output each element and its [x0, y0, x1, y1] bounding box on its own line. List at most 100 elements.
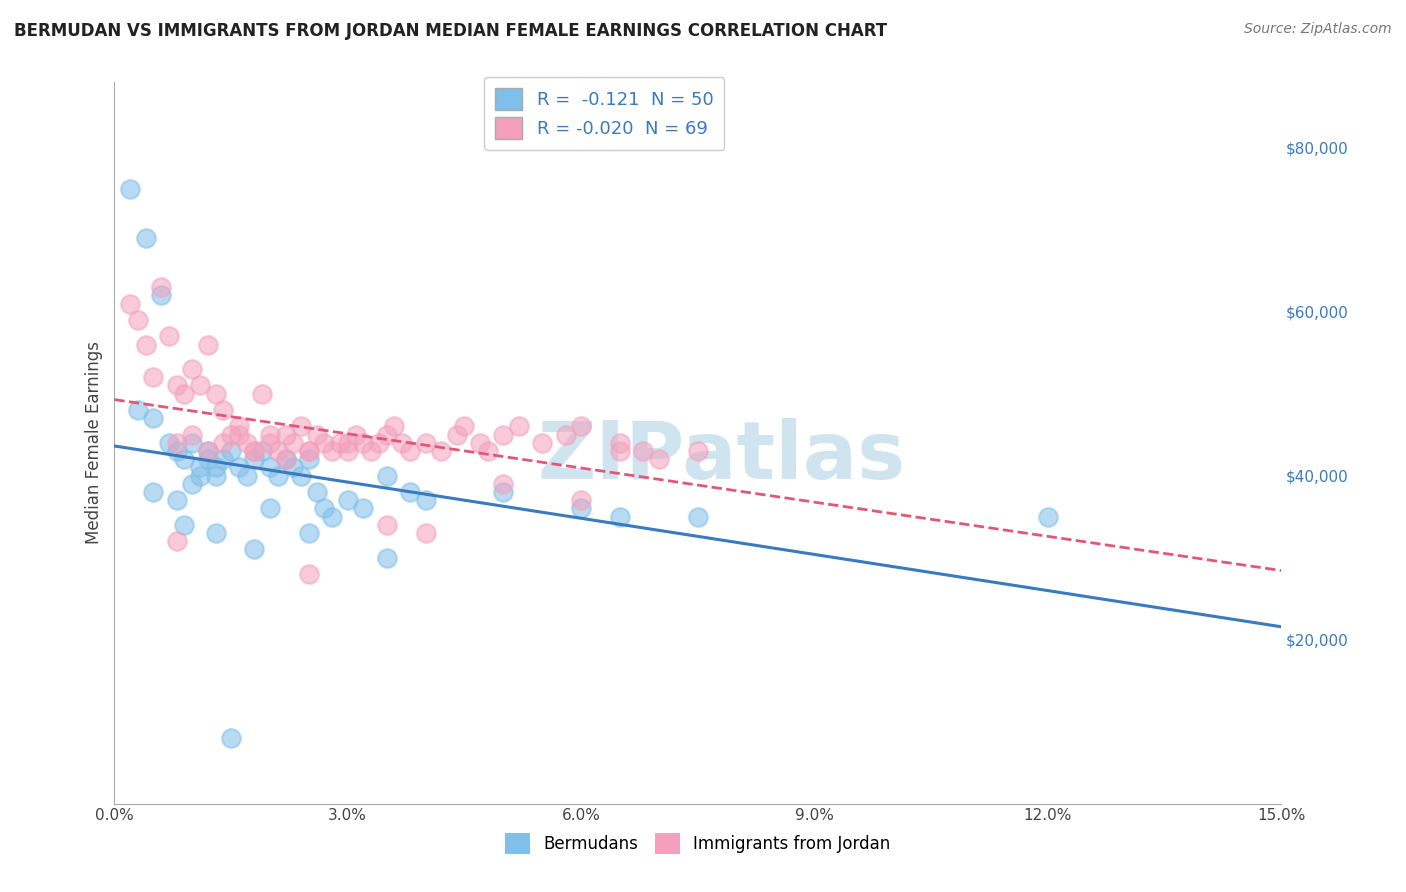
Point: [492, 485, 515, 500]
Point: [336, 493, 359, 508]
Point: [166, 493, 188, 508]
Point: [446, 427, 468, 442]
Point: [197, 337, 219, 351]
Point: [648, 452, 671, 467]
Point: [367, 436, 389, 450]
Point: [283, 460, 305, 475]
Point: [399, 485, 422, 500]
Point: [399, 444, 422, 458]
Point: [298, 444, 321, 458]
Y-axis label: Median Female Earnings: Median Female Earnings: [86, 342, 103, 544]
Point: [173, 386, 195, 401]
Point: [267, 444, 290, 458]
Point: [298, 526, 321, 541]
Text: ZIPatlas: ZIPatlas: [537, 418, 905, 496]
Point: [305, 427, 328, 442]
Point: [686, 509, 709, 524]
Point: [243, 444, 266, 458]
Point: [298, 567, 321, 582]
Point: [228, 460, 250, 475]
Point: [298, 452, 321, 467]
Point: [554, 427, 576, 442]
Point: [686, 444, 709, 458]
Point: [283, 436, 305, 450]
Point: [243, 542, 266, 557]
Point: [243, 452, 266, 467]
Point: [166, 444, 188, 458]
Point: [150, 288, 173, 302]
Point: [430, 444, 453, 458]
Point: [142, 370, 165, 384]
Point: [135, 231, 157, 245]
Text: Source: ZipAtlas.com: Source: ZipAtlas.com: [1244, 22, 1392, 37]
Point: [204, 386, 226, 401]
Point: [157, 436, 180, 450]
Point: [305, 485, 328, 500]
Point: [321, 509, 343, 524]
Point: [173, 517, 195, 532]
Point: [290, 468, 312, 483]
Point: [259, 436, 281, 450]
Point: [453, 419, 475, 434]
Point: [181, 427, 204, 442]
Point: [492, 427, 515, 442]
Point: [235, 436, 257, 450]
Point: [166, 378, 188, 392]
Point: [531, 436, 554, 450]
Point: [569, 493, 592, 508]
Point: [569, 419, 592, 434]
Point: [477, 444, 499, 458]
Point: [492, 476, 515, 491]
Legend: R =  -0.121  N = 50, R = -0.020  N = 69: R = -0.121 N = 50, R = -0.020 N = 69: [485, 77, 724, 150]
Point: [219, 444, 242, 458]
Point: [375, 550, 398, 565]
Point: [298, 444, 321, 458]
Point: [569, 501, 592, 516]
Point: [321, 444, 343, 458]
Point: [609, 509, 631, 524]
Point: [274, 452, 297, 467]
Point: [609, 444, 631, 458]
Point: [188, 460, 211, 475]
Point: [204, 526, 226, 541]
Point: [150, 280, 173, 294]
Point: [609, 436, 631, 450]
Point: [243, 444, 266, 458]
Point: [468, 436, 491, 450]
Point: [352, 501, 374, 516]
Point: [197, 444, 219, 458]
Point: [212, 436, 235, 450]
Point: [1036, 509, 1059, 524]
Point: [259, 427, 281, 442]
Point: [127, 403, 149, 417]
Point: [228, 427, 250, 442]
Point: [166, 436, 188, 450]
Point: [384, 419, 406, 434]
Point: [415, 493, 437, 508]
Point: [197, 444, 219, 458]
Point: [344, 427, 367, 442]
Point: [290, 419, 312, 434]
Text: BERMUDAN VS IMMIGRANTS FROM JORDAN MEDIAN FEMALE EARNINGS CORRELATION CHART: BERMUDAN VS IMMIGRANTS FROM JORDAN MEDIA…: [14, 22, 887, 40]
Point: [142, 485, 165, 500]
Point: [188, 378, 211, 392]
Point: [235, 468, 257, 483]
Point: [188, 468, 211, 483]
Point: [336, 436, 359, 450]
Point: [314, 501, 336, 516]
Point: [250, 444, 273, 458]
Point: [415, 436, 437, 450]
Point: [375, 468, 398, 483]
Point: [375, 517, 398, 532]
Point: [181, 362, 204, 376]
Point: [415, 526, 437, 541]
Point: [250, 386, 273, 401]
Point: [508, 419, 530, 434]
Point: [219, 731, 242, 745]
Point: [259, 501, 281, 516]
Point: [127, 313, 149, 327]
Point: [142, 411, 165, 425]
Point: [274, 427, 297, 442]
Point: [166, 534, 188, 549]
Point: [360, 444, 382, 458]
